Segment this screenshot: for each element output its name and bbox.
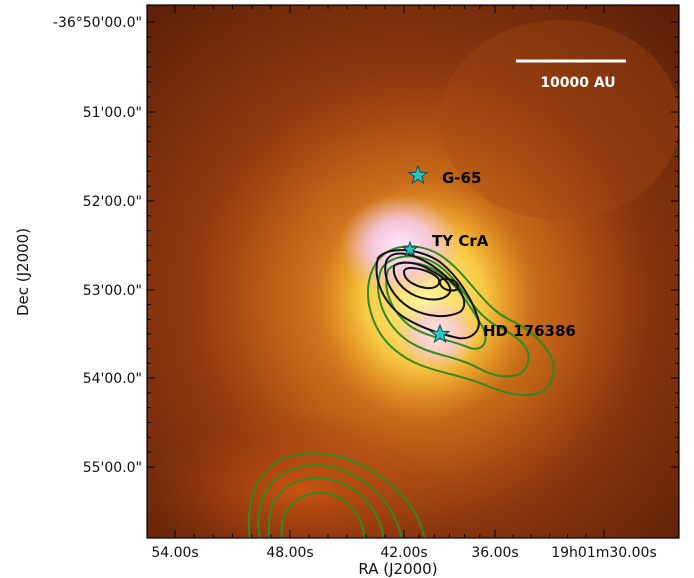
sky-image: [147, 5, 679, 538]
source-markers: [401, 164, 451, 344]
x-tick-labels: 54.00s 48.00s 42.00s 36.00s 19h01m30.00s: [151, 545, 656, 561]
y-tick-label: 55'00.0": [83, 460, 142, 476]
green-contours-lower: [247, 452, 426, 538]
source-label-hd176386: HD 176386: [483, 322, 576, 340]
x-tick-label: 19h01m30.00s: [551, 545, 657, 561]
y-tick-label: 54'00.0": [83, 371, 142, 387]
x-tick-label: 42.00s: [380, 545, 427, 561]
star-icon: [429, 323, 451, 344]
y-axis-title: Dec (J2000): [14, 228, 32, 316]
black-contours: [375, 249, 480, 340]
x-tick-label: 48.00s: [266, 545, 313, 561]
star-icon: [401, 240, 419, 257]
y-tick-label: 51'00.0": [83, 105, 142, 121]
x-tick-label: 54.00s: [151, 545, 198, 561]
star-icon: [407, 164, 429, 185]
y-tick-label: 53'00.0": [83, 283, 142, 299]
y-tick-label: 52'00.0": [83, 194, 142, 210]
x-tick-label: 36.00s: [471, 545, 518, 561]
y-axis-ticks: [147, 21, 679, 468]
source-label-ty-cra: TY CrA: [432, 232, 489, 250]
y-tick-label: -36°50'00.0": [53, 15, 142, 31]
source-label-g65: G-65: [442, 169, 481, 187]
x-axis-title: RA (J2000): [358, 560, 437, 578]
y-tick-labels: -36°50'00.0" 51'00.0" 52'00.0" 53'00.0" …: [53, 15, 142, 476]
scale-bar-label: 10000 AU: [540, 75, 615, 91]
x-axis-ticks: [174, 5, 605, 538]
plot-frame: [146, 4, 680, 539]
green-contours-central: [367, 245, 555, 396]
